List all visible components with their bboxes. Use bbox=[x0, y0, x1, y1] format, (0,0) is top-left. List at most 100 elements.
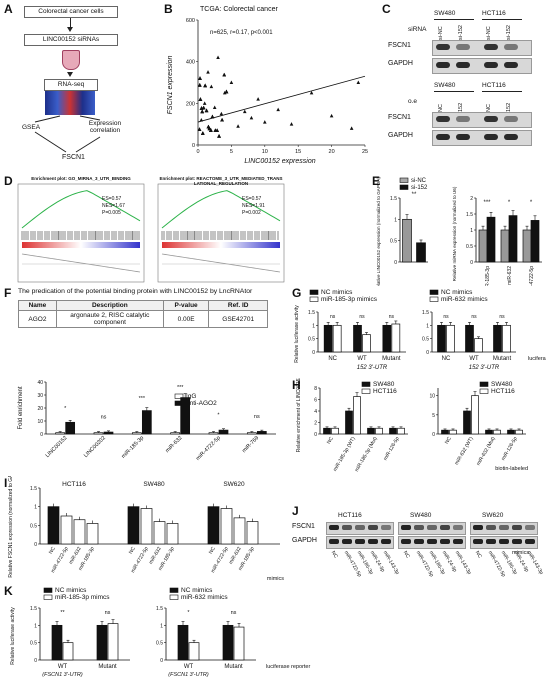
legend-label: si-152 bbox=[411, 185, 428, 191]
blot-group-line-1 bbox=[434, 91, 474, 92]
sig-marker: ns bbox=[330, 314, 336, 320]
scatter-point bbox=[289, 122, 294, 126]
legend-swatch bbox=[479, 388, 489, 394]
blot-band bbox=[504, 62, 518, 68]
y-tick-label: 600 bbox=[186, 18, 195, 24]
x-tick-label: Mutant bbox=[224, 664, 243, 670]
y-tick-label: 0.5 bbox=[308, 337, 315, 343]
scatter-point-cluster bbox=[222, 72, 227, 77]
sig-marker: ns bbox=[499, 314, 505, 320]
utr-label: 152 3'-UTR bbox=[469, 365, 500, 371]
scatter-point-cluster bbox=[217, 134, 221, 138]
bar bbox=[367, 427, 375, 435]
y-tick-label: 0 bbox=[314, 432, 317, 438]
arrow-1 bbox=[70, 18, 71, 28]
y-tick-label: 0 bbox=[426, 350, 429, 356]
flow-lines bbox=[34, 115, 101, 153]
scatter-point-cluster bbox=[201, 131, 205, 135]
y-tick-label: 1 bbox=[34, 623, 37, 629]
legend-swatch bbox=[361, 388, 371, 394]
bar bbox=[507, 429, 515, 435]
gsea-p: P=0.002 bbox=[242, 210, 261, 216]
group-label: HCT116 bbox=[62, 481, 86, 488]
blot-band bbox=[427, 539, 437, 544]
sig-marker: ns bbox=[254, 414, 260, 420]
bar bbox=[177, 624, 189, 661]
step-rnaseq: RNA-seq bbox=[44, 79, 98, 91]
bar bbox=[389, 427, 397, 435]
y-tick-label: 4 bbox=[314, 409, 317, 415]
scatter-point-cluster bbox=[203, 83, 207, 88]
y-tick-label: 0 bbox=[432, 432, 435, 438]
panel-i: I 0 0.5 1 1.5 HCT116 NC miR-4722-5p miR-632 miR-… bbox=[0, 476, 290, 584]
y-tick-label: 0.5 bbox=[30, 523, 37, 529]
y-tick-label: 1 bbox=[426, 323, 429, 329]
y-tick-label: 1.5 bbox=[390, 196, 397, 202]
blot-band bbox=[436, 62, 450, 68]
bar bbox=[465, 324, 474, 353]
y-tick-label: 5 bbox=[432, 413, 435, 419]
legend-swatch bbox=[361, 381, 371, 387]
legend-label: IgG bbox=[186, 393, 196, 400]
y-tick-label: 1.5 bbox=[466, 212, 473, 218]
sig-marker: ns bbox=[101, 414, 107, 420]
panel-d-label: D bbox=[4, 174, 13, 188]
bar bbox=[127, 506, 140, 545]
blot-band bbox=[355, 539, 365, 544]
x-tick-label: 0 bbox=[196, 149, 199, 155]
x-tick-label: Mutant bbox=[493, 356, 512, 362]
scatter-point bbox=[256, 97, 260, 101]
blot-band bbox=[486, 539, 496, 544]
legend-swatch bbox=[309, 296, 319, 302]
bar bbox=[170, 432, 181, 435]
blot-band bbox=[456, 62, 470, 68]
legend-label: NC mimics bbox=[55, 587, 87, 594]
blot-lane-label: NC bbox=[473, 550, 483, 560]
y-tick-label: 0.5 bbox=[422, 337, 429, 343]
blot-group-2: HCT116 bbox=[482, 82, 506, 89]
gsea-title: Enrichment plot: GO_MIRNA_3_UTR_BINDING bbox=[31, 176, 131, 181]
scatter-point bbox=[236, 124, 240, 128]
bar bbox=[153, 521, 166, 545]
blot-band bbox=[512, 539, 522, 544]
blot-band bbox=[414, 525, 424, 530]
bar bbox=[345, 410, 353, 435]
y-tick-label: 0.5 bbox=[156, 641, 163, 647]
x-tick-label: miR-4722-5p bbox=[195, 435, 222, 462]
gsea-svg: Enrichment plot: REACTOME_3_UTR_MEDIATED… bbox=[157, 176, 285, 283]
y-tick-label: 0 bbox=[470, 260, 473, 266]
y-tick-label: 2 bbox=[314, 421, 317, 427]
y-tick-label: 0 bbox=[34, 542, 37, 548]
y-tick-label: 20 bbox=[37, 406, 43, 412]
legend-swatch bbox=[399, 177, 409, 183]
reporter-label: luciferase reporter bbox=[528, 356, 546, 362]
rank-gradient bbox=[22, 242, 140, 248]
y-tick-label: 0 bbox=[192, 143, 195, 149]
y-tick-label: 1 bbox=[160, 623, 163, 629]
blot-band bbox=[525, 539, 535, 544]
legend-swatch bbox=[399, 184, 409, 190]
blot-group-1: SW480 bbox=[434, 10, 456, 17]
blot-lane-label: miR-143-3p bbox=[381, 550, 401, 576]
x-tick-label: miR-185-3p (Mut) bbox=[354, 436, 379, 473]
sig-marker: ns bbox=[389, 314, 395, 320]
gsea-svg: Enrichment plot: GO_MIRNA_3_UTR_BINDING E… bbox=[17, 176, 145, 283]
x-tick-label: miR-632 (WT) bbox=[454, 436, 475, 466]
legend-label: NC mimics bbox=[321, 289, 353, 296]
sig-marker: * bbox=[508, 200, 511, 206]
legend-label: SW480 bbox=[491, 381, 513, 388]
blot-band bbox=[381, 539, 391, 544]
blot-band bbox=[473, 525, 483, 530]
legend-label: HCT116 bbox=[373, 388, 397, 395]
blot-band-label: FSCN1 bbox=[292, 523, 315, 530]
gsea-left: Enrichment plot: GO_MIRNA_3_UTR_BINDING E… bbox=[12, 176, 146, 284]
legend-swatch bbox=[43, 594, 53, 600]
blot-band-label: GAPDH bbox=[292, 537, 317, 544]
scatter-point-cluster bbox=[204, 108, 209, 113]
blot-lane-label: NC bbox=[329, 550, 339, 560]
blot-band bbox=[456, 44, 470, 50]
bar bbox=[62, 642, 74, 661]
chart-b-title: TCGA: Colorectal cancer bbox=[200, 6, 278, 13]
y-tick-label: 1.5 bbox=[30, 486, 37, 492]
